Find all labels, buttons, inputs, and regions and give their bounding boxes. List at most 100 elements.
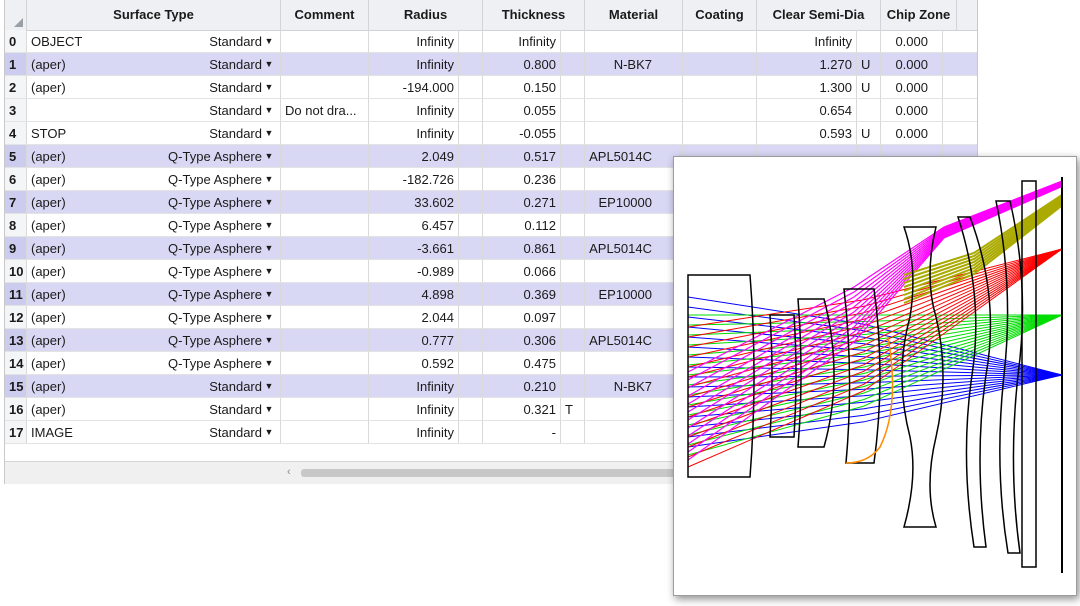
surface-type-value[interactable]: Standard xyxy=(209,402,262,417)
radius-solve-cell[interactable] xyxy=(459,237,483,259)
comment-cell[interactable] xyxy=(281,168,369,190)
coating-cell[interactable] xyxy=(683,99,757,121)
surface-type-cell[interactable]: (aper) Standard ▼ xyxy=(27,76,281,98)
radius-cell[interactable]: -194.000 xyxy=(369,76,459,98)
radius-cell[interactable]: 33.602 xyxy=(369,191,459,213)
radius-solve-cell[interactable] xyxy=(459,306,483,328)
thickness-cell[interactable]: 0.321 xyxy=(483,398,561,420)
radius-solve-cell[interactable] xyxy=(459,352,483,374)
thickness-cell[interactable]: 0.369 xyxy=(483,283,561,305)
material-cell[interactable]: APL5014C xyxy=(585,329,683,351)
thickness-cell[interactable]: 0.055 xyxy=(483,99,561,121)
material-cell[interactable] xyxy=(585,214,683,236)
select-all-icon[interactable] xyxy=(5,0,27,30)
material-cell[interactable] xyxy=(585,30,683,52)
thickness-solve-cell[interactable] xyxy=(561,122,585,144)
radius-cell[interactable]: 0.777 xyxy=(369,329,459,351)
surface-type-cell[interactable]: (aper) Standard ▼ xyxy=(27,53,281,75)
thickness-solve-cell[interactable] xyxy=(561,99,585,121)
material-cell[interactable]: N-BK7 xyxy=(585,375,683,397)
caret-down-icon[interactable]: ▼ xyxy=(264,128,274,138)
surface-type-value[interactable]: Standard xyxy=(209,126,262,141)
caret-down-icon[interactable]: ▼ xyxy=(264,335,274,345)
radius-cell[interactable]: Infinity xyxy=(369,398,459,420)
caret-down-icon[interactable]: ▼ xyxy=(264,36,274,46)
clear-semi-dia-solve-cell[interactable]: U xyxy=(857,53,881,75)
radius-cell[interactable]: Infinity xyxy=(369,122,459,144)
material-cell[interactable] xyxy=(585,421,683,443)
thickness-cell[interactable]: 0.066 xyxy=(483,260,561,282)
thickness-cell[interactable]: 0.861 xyxy=(483,237,561,259)
radius-cell[interactable]: 0.592 xyxy=(369,352,459,374)
comment-cell[interactable] xyxy=(281,122,369,144)
radius-cell[interactable]: 6.457 xyxy=(369,214,459,236)
clear-semi-dia-solve-cell[interactable] xyxy=(857,30,881,52)
material-cell[interactable] xyxy=(585,168,683,190)
clear-semi-dia-cell[interactable]: 0.654 xyxy=(757,99,857,121)
header-coating[interactable]: Coating xyxy=(683,0,757,30)
material-cell[interactable]: EP10000 xyxy=(585,191,683,213)
caret-down-icon[interactable]: ▼ xyxy=(264,312,274,322)
thickness-solve-cell[interactable] xyxy=(561,30,585,52)
surface-type-cell[interactable]: (aper) Q-Type Asphere ▼ xyxy=(27,260,281,282)
header-surface-type[interactable]: Surface Type xyxy=(27,0,281,30)
surface-type-value[interactable]: Q-Type Asphere xyxy=(168,356,262,371)
radius-cell[interactable]: Infinity xyxy=(369,375,459,397)
surface-type-cell[interactable]: (aper) Q-Type Asphere ▼ xyxy=(27,306,281,328)
header-comment[interactable]: Comment xyxy=(281,0,369,30)
table-row[interactable]: 12 (aper) Q-Type Asphere ▼ 2.044 0.097 xyxy=(5,306,977,329)
radius-cell[interactable]: 2.049 xyxy=(369,145,459,167)
radius-solve-cell[interactable] xyxy=(459,421,483,443)
thickness-solve-cell[interactable] xyxy=(561,306,585,328)
thickness-cell[interactable]: 0.271 xyxy=(483,191,561,213)
radius-solve-cell[interactable] xyxy=(459,214,483,236)
surface-type-cell[interactable]: (aper) Q-Type Asphere ▼ xyxy=(27,352,281,374)
header-radius[interactable]: Radius xyxy=(369,0,483,30)
comment-cell[interactable] xyxy=(281,260,369,282)
caret-down-icon[interactable]: ▼ xyxy=(264,243,274,253)
surface-type-cell[interactable]: (aper) Q-Type Asphere ▼ xyxy=(27,145,281,167)
caret-down-icon[interactable]: ▼ xyxy=(264,358,274,368)
surface-type-value[interactable]: Standard xyxy=(209,103,262,118)
thickness-solve-cell[interactable] xyxy=(561,145,585,167)
material-cell[interactable]: APL5014C xyxy=(585,145,683,167)
radius-solve-cell[interactable] xyxy=(459,398,483,420)
material-cell[interactable]: EP10000 xyxy=(585,283,683,305)
coating-cell[interactable] xyxy=(683,122,757,144)
material-cell[interactable] xyxy=(585,398,683,420)
thickness-cell[interactable]: 0.097 xyxy=(483,306,561,328)
header-material[interactable]: Material xyxy=(585,0,683,30)
comment-cell[interactable] xyxy=(281,237,369,259)
caret-down-icon[interactable]: ▼ xyxy=(264,427,274,437)
comment-cell[interactable] xyxy=(281,30,369,52)
chip-zone-cell[interactable]: 0.000 xyxy=(881,76,943,98)
surface-type-cell[interactable]: (aper) Standard ▼ xyxy=(27,375,281,397)
radius-cell[interactable]: Infinity xyxy=(369,30,459,52)
radius-cell[interactable]: Infinity xyxy=(369,99,459,121)
clear-semi-dia-cell[interactable]: Infinity xyxy=(757,30,857,52)
material-cell[interactable] xyxy=(585,306,683,328)
surface-type-cell[interactable]: (aper) Q-Type Asphere ▼ xyxy=(27,237,281,259)
thickness-solve-cell[interactable] xyxy=(561,329,585,351)
thickness-cell[interactable]: - xyxy=(483,421,561,443)
scroll-left-icon[interactable]: ‹ xyxy=(287,466,291,478)
clear-semi-dia-cell[interactable]: 1.270 xyxy=(757,53,857,75)
table-row[interactable]: 10 (aper) Q-Type Asphere ▼ -0.989 0.066 xyxy=(5,260,977,283)
table-row[interactable]: 4 STOP Standard ▼ Infinity -0.055 0.593 U 0.000 xyxy=(5,122,977,145)
caret-down-icon[interactable]: ▼ xyxy=(264,220,274,230)
material-cell[interactable] xyxy=(585,99,683,121)
radius-solve-cell[interactable] xyxy=(459,30,483,52)
surface-type-value[interactable]: Standard xyxy=(209,425,262,440)
surface-type-cell[interactable]: (aper) Q-Type Asphere ▼ xyxy=(27,191,281,213)
thickness-cell[interactable]: 0.150 xyxy=(483,76,561,98)
table-row[interactable]: 1 (aper) Standard ▼ Infinity 0.800 N-BK7 1.270 U… xyxy=(5,53,977,76)
clear-semi-dia-solve-cell[interactable]: U xyxy=(857,122,881,144)
chip-zone-cell[interactable]: 0.000 xyxy=(881,99,943,121)
comment-cell[interactable] xyxy=(281,283,369,305)
thickness-solve-cell[interactable] xyxy=(561,168,585,190)
thickness-solve-cell[interactable]: T xyxy=(561,398,585,420)
radius-solve-cell[interactable] xyxy=(459,168,483,190)
thickness-cell[interactable]: -0.055 xyxy=(483,122,561,144)
material-cell[interactable]: APL5014C xyxy=(585,237,683,259)
caret-down-icon[interactable]: ▼ xyxy=(264,151,274,161)
